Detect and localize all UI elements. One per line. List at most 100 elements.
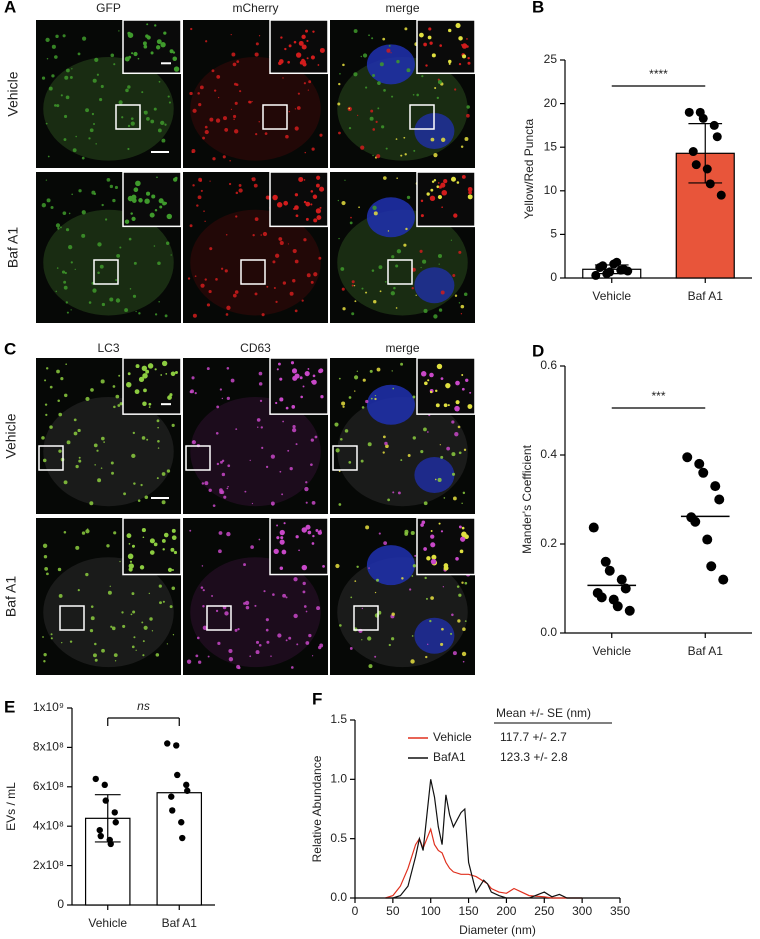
puncta xyxy=(386,48,391,53)
puncta xyxy=(221,397,224,400)
puncta xyxy=(113,531,117,535)
puncta xyxy=(379,290,382,293)
puncta xyxy=(382,451,385,454)
data-point xyxy=(706,561,717,572)
puncta xyxy=(100,84,104,89)
puncta xyxy=(153,245,156,247)
puncta xyxy=(256,418,261,422)
inset-puncta xyxy=(445,382,451,389)
puncta xyxy=(90,605,94,608)
puncta xyxy=(248,100,251,104)
inset-puncta xyxy=(437,195,443,200)
data-point xyxy=(705,179,715,189)
puncta xyxy=(438,263,440,265)
inset-puncta xyxy=(439,44,442,47)
puncta xyxy=(354,580,357,582)
puncta xyxy=(306,273,311,278)
inset-puncta xyxy=(299,376,303,380)
inset-puncta xyxy=(441,206,443,209)
puncta xyxy=(85,396,90,402)
data-point xyxy=(96,826,103,834)
puncta xyxy=(395,307,398,309)
puncta xyxy=(441,627,444,631)
puncta xyxy=(460,145,464,148)
puncta xyxy=(383,176,387,180)
data-point xyxy=(92,775,99,783)
puncta xyxy=(45,179,48,181)
inset-puncta xyxy=(138,198,143,203)
row-label: Vehicle xyxy=(5,71,21,116)
puncta xyxy=(425,597,428,600)
puncta xyxy=(340,267,345,271)
puncta xyxy=(314,435,318,439)
data-point xyxy=(684,107,694,117)
puncta xyxy=(302,590,306,594)
inset-puncta xyxy=(162,548,165,551)
puncta xyxy=(224,611,229,616)
data-point xyxy=(179,834,186,842)
puncta xyxy=(135,649,137,651)
panel-label: E xyxy=(4,697,15,716)
puncta xyxy=(230,108,233,111)
puncta xyxy=(372,74,376,78)
roi-box xyxy=(262,104,288,130)
puncta xyxy=(387,230,390,232)
inset-puncta xyxy=(305,524,311,530)
inset-puncta xyxy=(146,23,149,26)
inset-puncta xyxy=(443,403,448,408)
puncta xyxy=(254,52,259,57)
puncta xyxy=(157,447,160,449)
puncta xyxy=(433,153,438,158)
inset-puncta xyxy=(315,529,319,532)
puncta xyxy=(64,271,67,275)
puncta xyxy=(49,425,53,429)
puncta xyxy=(254,604,257,607)
puncta xyxy=(131,645,135,649)
puncta xyxy=(440,290,445,295)
puncta xyxy=(439,444,441,446)
inset-puncta xyxy=(141,365,148,371)
puncta xyxy=(46,198,51,203)
puncta xyxy=(292,427,297,433)
puncta xyxy=(379,62,384,67)
puncta xyxy=(350,216,352,219)
puncta xyxy=(66,440,71,445)
inset-puncta xyxy=(128,563,134,569)
error-bar xyxy=(94,794,121,843)
cell-body xyxy=(190,209,321,316)
puncta xyxy=(94,57,99,62)
puncta xyxy=(71,193,73,196)
data-point xyxy=(698,467,709,478)
puncta xyxy=(130,121,135,126)
puncta xyxy=(146,116,150,121)
puncta xyxy=(72,148,77,153)
puncta xyxy=(282,593,287,598)
inset-puncta xyxy=(455,380,460,386)
puncta xyxy=(91,112,95,116)
puncta xyxy=(227,485,229,488)
inset-puncta xyxy=(305,201,311,207)
data-point xyxy=(702,534,713,545)
puncta xyxy=(460,304,465,309)
puncta xyxy=(338,131,341,135)
puncta xyxy=(143,111,146,113)
roi-box xyxy=(185,445,211,471)
puncta xyxy=(404,27,408,31)
puncta xyxy=(287,243,290,245)
puncta xyxy=(226,305,231,310)
puncta xyxy=(421,75,424,78)
inset-puncta xyxy=(423,42,427,47)
puncta xyxy=(353,375,359,380)
puncta xyxy=(66,68,70,73)
puncta xyxy=(239,90,242,93)
inset-puncta xyxy=(149,538,155,544)
column-label: CD63 xyxy=(240,341,271,355)
puncta xyxy=(158,584,162,588)
puncta xyxy=(410,530,415,536)
puncta xyxy=(42,458,47,463)
y-tick-label: 10 xyxy=(544,183,558,197)
inset-puncta xyxy=(298,549,300,552)
puncta xyxy=(222,155,226,159)
puncta xyxy=(160,120,165,126)
inset-puncta xyxy=(431,53,436,58)
